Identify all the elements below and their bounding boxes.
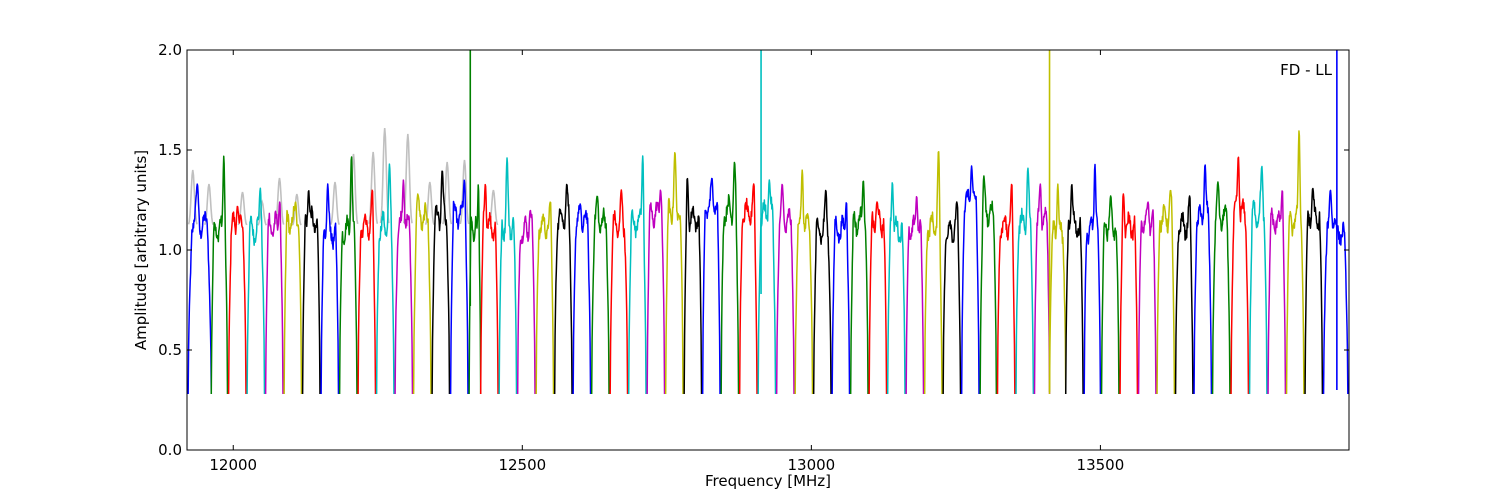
channel-series-line [1033, 183, 1051, 395]
annotation-text: FD - LL [1280, 61, 1332, 79]
channel-series-line [701, 177, 721, 395]
channel-series-line [996, 183, 1016, 395]
channel-series-line [1230, 156, 1250, 395]
channel-series-line [794, 169, 814, 395]
channel-series-line [264, 201, 284, 395]
channel-series-line [1119, 193, 1139, 395]
channel-series-line [301, 190, 321, 395]
channel-series-line [831, 202, 851, 395]
channel-series-line [1304, 187, 1324, 395]
background-trace-peak [459, 159, 470, 225]
channel-series-line [516, 209, 536, 395]
channel-series-line [849, 180, 869, 395]
channel-series-line [498, 157, 518, 395]
channel-series-line [1174, 195, 1194, 395]
channel-series-line [868, 201, 888, 395]
channel-series-line [923, 151, 943, 395]
channel-series-line [1193, 164, 1213, 395]
channel-series-line [1083, 163, 1102, 395]
channel-series-line [320, 183, 340, 395]
channel-series-line [627, 155, 647, 395]
y-tick-label: 1.0 [158, 241, 182, 259]
x-tick-label: 12000 [209, 456, 257, 474]
channel-series-line [979, 175, 998, 395]
channel-series-line [227, 205, 247, 395]
channel-series-line [1015, 167, 1035, 395]
channel-series-line [1156, 189, 1176, 395]
channel-series-line [283, 201, 303, 395]
series-layer [187, 130, 1349, 395]
channel-series-line [338, 156, 358, 395]
channel-series-line [479, 183, 499, 395]
y-tick-label: 0.0 [158, 441, 182, 459]
channel-series-line [553, 183, 573, 395]
channel-series-line [720, 161, 740, 395]
channel-series-line [1211, 181, 1231, 395]
x-axis-ticks: 12000 12500 13000 13500 [209, 50, 1124, 474]
y-tick-label: 1.5 [158, 141, 182, 159]
channel-series-line [905, 196, 925, 395]
channel-series-line [449, 179, 469, 395]
y-axis-ticks: 0.0 0.5 1.0 1.5 2.0 [158, 41, 1349, 459]
channel-series-line [1248, 165, 1268, 395]
channel-series-line [1322, 189, 1349, 395]
channel-series-line [886, 182, 906, 395]
channel-series-line [572, 203, 592, 395]
channel-series-line [431, 170, 451, 395]
channel-series-line [1267, 190, 1287, 395]
channel-series-line [683, 177, 703, 395]
channel-series-line [246, 187, 266, 395]
channel-series-line [738, 183, 758, 395]
channel-series-line [609, 189, 629, 395]
channel-series-line [412, 193, 432, 395]
channel-series-line [1137, 201, 1157, 395]
x-tick-label: 13500 [1077, 456, 1125, 474]
channel-series-line [357, 189, 377, 395]
y-tick-label: 2.0 [158, 41, 182, 59]
x-tick-label: 12500 [498, 456, 546, 474]
channel-series-line [210, 155, 229, 395]
y-tick-label: 0.5 [158, 341, 182, 359]
channel-series-line [1285, 130, 1305, 395]
channel-series-line [942, 201, 962, 395]
x-axis-label: Frequency [MHz] [705, 472, 831, 490]
channel-series-line [1100, 195, 1120, 395]
channel-series-line [375, 163, 395, 395]
channel-series-line [187, 183, 213, 395]
channel-series-line [1064, 183, 1084, 395]
channel-series-line [1048, 183, 1067, 395]
x-tick-label: 13000 [787, 456, 835, 474]
background-trace-peak [291, 193, 302, 226]
channel-series-line [960, 165, 980, 395]
background-trace-peak [257, 199, 268, 226]
channel-series-line [394, 179, 414, 395]
channel-series-line [646, 189, 666, 395]
channel-series-line [812, 189, 832, 395]
background-trace-peak [330, 181, 340, 225]
channel-series-line [535, 201, 555, 395]
y-axis-label: Amplitude [arbitrary units] [132, 150, 150, 350]
channel-series-line [775, 183, 795, 395]
channel-series-line [664, 151, 684, 395]
spike-layer [469, 50, 1338, 392]
channel-series-line [590, 195, 610, 395]
